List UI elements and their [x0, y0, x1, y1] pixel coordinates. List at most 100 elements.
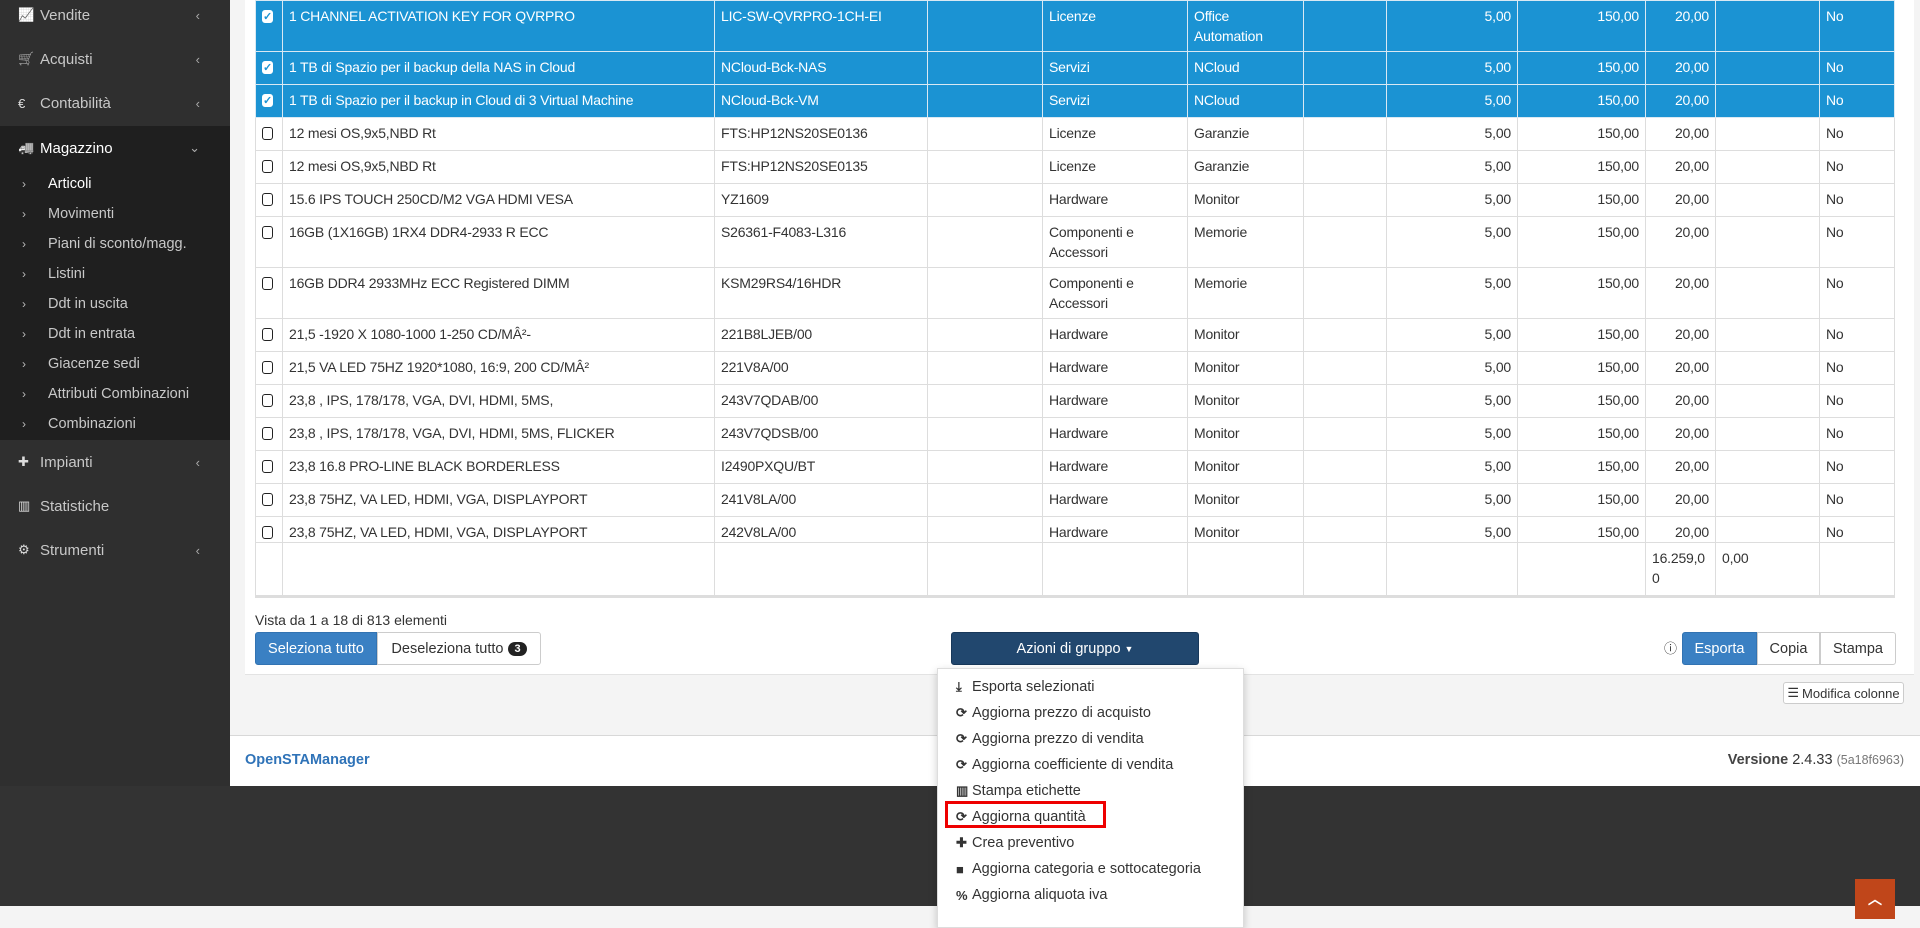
select-all-button[interactable]: Seleziona tutto: [255, 632, 377, 665]
empty-cell: [927, 117, 1043, 151]
empty-cell: [1715, 84, 1820, 118]
submenu-item[interactable]: › Piani di sconto/magg.: [0, 229, 230, 259]
row-checkbox[interactable]: [262, 7, 273, 27]
checkbox-cell[interactable]: [255, 267, 283, 319]
checkbox-cell[interactable]: [255, 318, 283, 352]
menu-item[interactable]: % Aggiorna aliquota iva: [956, 883, 1107, 907]
table-row[interactable]: 23,8 , IPS, 178/178, VGA, DVI, HDMI, 5MS…: [255, 384, 1895, 418]
menu-item[interactable]: ⟳ Aggiorna coefficiente di vendita: [956, 753, 1173, 777]
edit-columns-button[interactable]: ☰ Modifica colonne: [1783, 682, 1904, 704]
submenu-item[interactable]: › Giacenze sedi: [0, 349, 230, 379]
value-cell: 20,00: [1645, 117, 1716, 151]
checkbox-cell[interactable]: [255, 216, 283, 268]
checkbox-cell[interactable]: [255, 0, 283, 52]
chevron-down-icon: ⌄: [189, 140, 200, 155]
row-checkbox[interactable]: [262, 460, 273, 473]
empty-cell: [1303, 51, 1387, 85]
group-actions-button[interactable]: Azioni di gruppo ▼: [951, 632, 1199, 665]
table-row[interactable]: 12 mesi OS,9x5,NBD Rt FTS:HP12NS20SE0135 L…: [255, 150, 1895, 184]
table-row[interactable]: 15.6 IPS TOUCH 250CD/M2 VGA HDMI VESA YZ1…: [255, 183, 1895, 217]
sidebar-item-contabilit[interactable]: € Contabilità ‹: [0, 81, 230, 125]
empty-cell: [927, 0, 1043, 52]
menu-item[interactable]: ⟳ Aggiorna prezzo di vendita: [956, 727, 1144, 751]
puzzle-icon: ✚: [18, 454, 29, 469]
menu-item[interactable]: ⟳ Aggiorna quantità: [956, 805, 1086, 829]
menu-item[interactable]: ⟳ Aggiorna prezzo di acquisto: [956, 701, 1151, 725]
highlight-box: [945, 801, 1106, 828]
articles-table[interactable]: 1 CHANNEL ACTIVATION KEY FOR QVRPROLIC-S…: [255, 0, 1895, 542]
submenu-item[interactable]: › Movimenti: [0, 199, 230, 229]
submenu-item[interactable]: › Articoli: [0, 169, 230, 199]
sidebar-item-acquisti[interactable]: 🛒 Acquisti ‹: [0, 37, 230, 81]
name-cell: 23,8 16.8 PRO-LINE BLACK BORDERLESS: [282, 450, 715, 484]
checkbox-cell[interactable]: [255, 183, 283, 217]
checkbox-cell[interactable]: [255, 450, 283, 484]
table-row[interactable]: 12 mesi OS,9x5,NBD Rt FTS:HP12NS20SE0136 L…: [255, 117, 1895, 151]
row-checkbox[interactable]: [262, 193, 273, 206]
menu-item[interactable]: ■ Aggiorna categoria e sottocategoria: [956, 857, 1201, 881]
checkbox-cell[interactable]: [255, 516, 283, 542]
name-cell: 16GB (1X16GB) 1RX4 DDR4-2933 R ECC: [282, 216, 715, 268]
menu-item[interactable]: ▥ Stampa etichette: [956, 779, 1081, 803]
row-checkbox[interactable]: [262, 526, 273, 539]
empty-cell: [1715, 117, 1820, 151]
menu-item[interactable]: ✚ Crea preventivo: [956, 831, 1074, 855]
submenu-item[interactable]: › Combinazioni: [0, 409, 230, 439]
table-row[interactable]: 16GB DDR4 2933MHz ECC Registered DIMM KSM…: [255, 267, 1895, 319]
row-checkbox[interactable]: [262, 58, 273, 78]
table-row[interactable]: 1 TB di Spazio per il backup della NAS i…: [255, 51, 1895, 85]
subcategory-cell: Monitor: [1187, 516, 1304, 542]
row-checkbox[interactable]: [262, 427, 273, 440]
scroll-to-top-button[interactable]: ︿: [1855, 879, 1895, 919]
row-checkbox[interactable]: [262, 91, 273, 111]
checkbox-cell[interactable]: [255, 384, 283, 418]
brand-link[interactable]: OpenSTAManager: [245, 752, 370, 768]
menu-item[interactable]: ⤓ Esporta selezionati: [956, 675, 1095, 699]
table-row[interactable]: 23,8 16.8 PRO-LINE BLACK BORDERLESS I2490…: [255, 450, 1895, 484]
quantity-cell: 5,00: [1386, 0, 1518, 52]
sidebar-item-strumenti[interactable]: ⚙ Strumenti ‹: [0, 528, 230, 572]
checkbox-cell[interactable]: [255, 51, 283, 85]
table-row[interactable]: 1 TB di Spazio per il backup in Cloud di…: [255, 84, 1895, 118]
export-button[interactable]: Esporta: [1682, 632, 1757, 665]
sidebar-item-vendite[interactable]: 📈 Vendite ‹: [0, 0, 230, 37]
submenu-item[interactable]: › Ddt in entrata: [0, 319, 230, 349]
help-icon[interactable]: ⓘ: [1664, 641, 1678, 656]
version-hash: (5a18f6963): [1836, 753, 1904, 767]
deselect-all-button[interactable]: Deseleziona tutto 3: [377, 632, 541, 665]
sidebar-item-statistiche[interactable]: ▥ Statistiche: [0, 484, 230, 528]
row-checkbox[interactable]: [262, 160, 273, 173]
sidebar-item-impianti[interactable]: ✚ Impianti ‹: [0, 440, 230, 484]
row-checkbox[interactable]: [262, 277, 273, 290]
empty-cell: [1715, 183, 1820, 217]
empty-cell: [1517, 542, 1646, 598]
chevron-up-icon: ︿: [1868, 891, 1882, 907]
submenu-item[interactable]: › Ddt in uscita: [0, 289, 230, 319]
submenu-item[interactable]: › Listini: [0, 259, 230, 289]
table-row[interactable]: 1 CHANNEL ACTIVATION KEY FOR QVRPROLIC-S…: [255, 0, 1895, 52]
submenu-item[interactable]: › Attributi Combinazioni: [0, 379, 230, 409]
table-row[interactable]: 16GB (1X16GB) 1RX4 DDR4-2933 R ECC S26361…: [255, 216, 1895, 268]
checkbox-cell[interactable]: [255, 351, 283, 385]
copy-button[interactable]: Copia: [1757, 632, 1820, 665]
table-row[interactable]: 21,5 -1920 X 1080-1000 1-250 CD/MÂ²- 221B…: [255, 318, 1895, 352]
checkbox-cell[interactable]: [255, 117, 283, 151]
checkbox-cell[interactable]: [255, 150, 283, 184]
row-checkbox[interactable]: [262, 394, 273, 407]
empty-cell: [1715, 516, 1820, 542]
checkbox-cell[interactable]: [255, 417, 283, 451]
row-checkbox[interactable]: [262, 493, 273, 506]
row-checkbox[interactable]: [262, 226, 273, 239]
table-row[interactable]: 23,8 75HZ, VA LED, HDMI, VGA, DISPLAYPOR…: [255, 483, 1895, 517]
row-checkbox[interactable]: [262, 361, 273, 374]
sidebar-item-magazzino[interactable]: 🚚 Magazzino ⌄: [0, 126, 230, 170]
print-button[interactable]: Stampa: [1820, 632, 1896, 665]
checkbox-cell[interactable]: [255, 483, 283, 517]
checkbox-cell[interactable]: [255, 84, 283, 118]
row-checkbox[interactable]: [262, 127, 273, 140]
table-row[interactable]: 21,5 VA LED 75HZ 1920*1080, 16:9, 200 CD…: [255, 351, 1895, 385]
table-row[interactable]: 23,8 75HZ, VA LED, HDMI, VGA, DISPLAYPOR…: [255, 516, 1895, 542]
table-row[interactable]: 23,8 , IPS, 178/178, VGA, DVI, HDMI, 5MS…: [255, 417, 1895, 451]
row-checkbox[interactable]: [262, 328, 273, 341]
category-cell: Hardware: [1042, 384, 1188, 418]
